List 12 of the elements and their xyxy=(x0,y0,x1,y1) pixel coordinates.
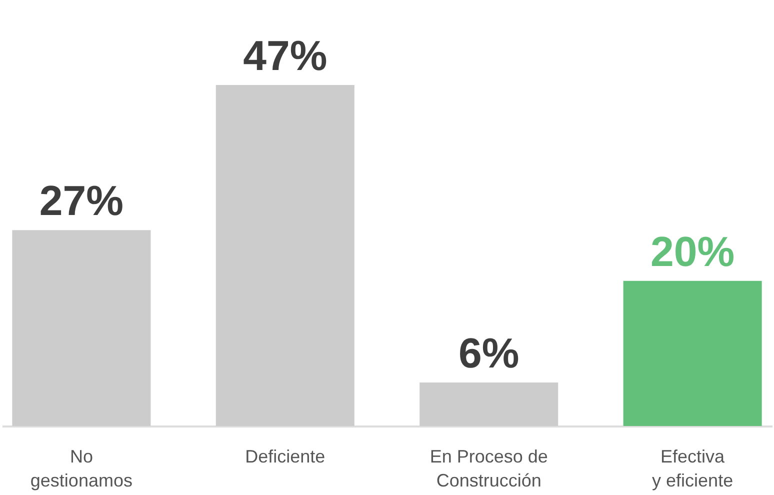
x-tick-label: No gestionamos xyxy=(30,446,132,490)
bar xyxy=(216,85,354,426)
bar xyxy=(12,230,151,426)
data-label: 47% xyxy=(243,32,328,80)
data-label: 6% xyxy=(458,329,520,376)
x-tick-label: Deficiente xyxy=(245,446,326,466)
x-tick-label: Efectiva y eficiente xyxy=(652,446,734,490)
data-label: 27% xyxy=(39,177,124,224)
bar xyxy=(420,382,558,426)
bar xyxy=(623,280,762,426)
x-tick-label: En Proceso de Construcción xyxy=(430,446,548,490)
data-label: 20% xyxy=(650,228,735,275)
